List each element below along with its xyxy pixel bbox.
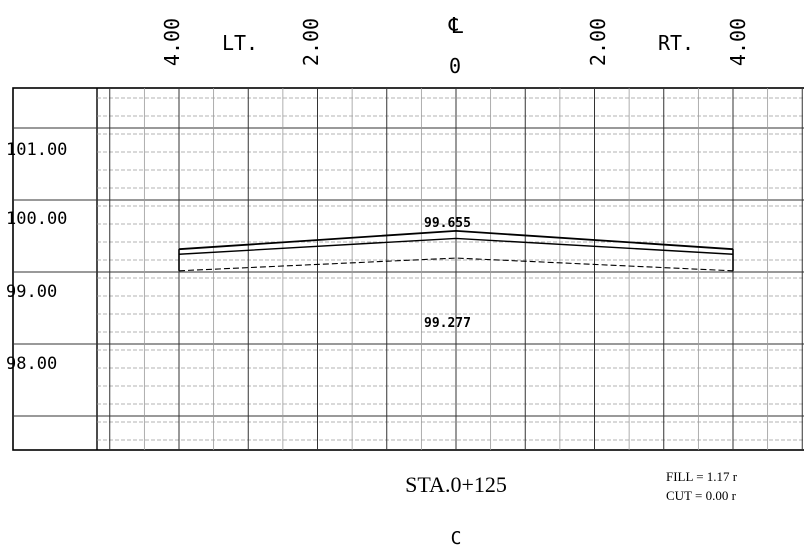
elevation-label-98: 98.00: [6, 354, 57, 374]
elevation-label-99: 99.00: [6, 282, 57, 302]
station-label: STA.0+125: [405, 472, 507, 497]
centerline-symbol: ℄: [448, 14, 464, 39]
side-label-left: LT.: [222, 31, 258, 55]
top-offset-left: 4.00: [160, 18, 184, 66]
finished-surface-line: [178, 229, 734, 251]
cut-quantity: CUT = 0.00 r: [666, 488, 737, 503]
bottom-elevation-annotation: 99.277: [424, 316, 471, 331]
existing-ground-line: [178, 257, 734, 272]
side-label-right: RT.: [658, 31, 694, 55]
top-offset-left-mid: 2.00: [299, 18, 323, 66]
center-offset: 0: [449, 54, 461, 78]
top-elevation-annotation: 99.655: [424, 216, 471, 231]
grid-frame: [12, 87, 804, 451]
top-offset-right-mid: 2.00: [586, 18, 610, 66]
profile: [178, 229, 734, 272]
fill-quantity: FILL = 1.17 r: [666, 469, 738, 484]
elevation-label-100: 100.00: [6, 209, 67, 229]
top-offset-right: 4.00: [726, 18, 750, 66]
footer-label: C: [451, 528, 462, 549]
elevation-label-101: 101.00: [6, 140, 67, 160]
subgrade-line: [178, 237, 734, 255]
